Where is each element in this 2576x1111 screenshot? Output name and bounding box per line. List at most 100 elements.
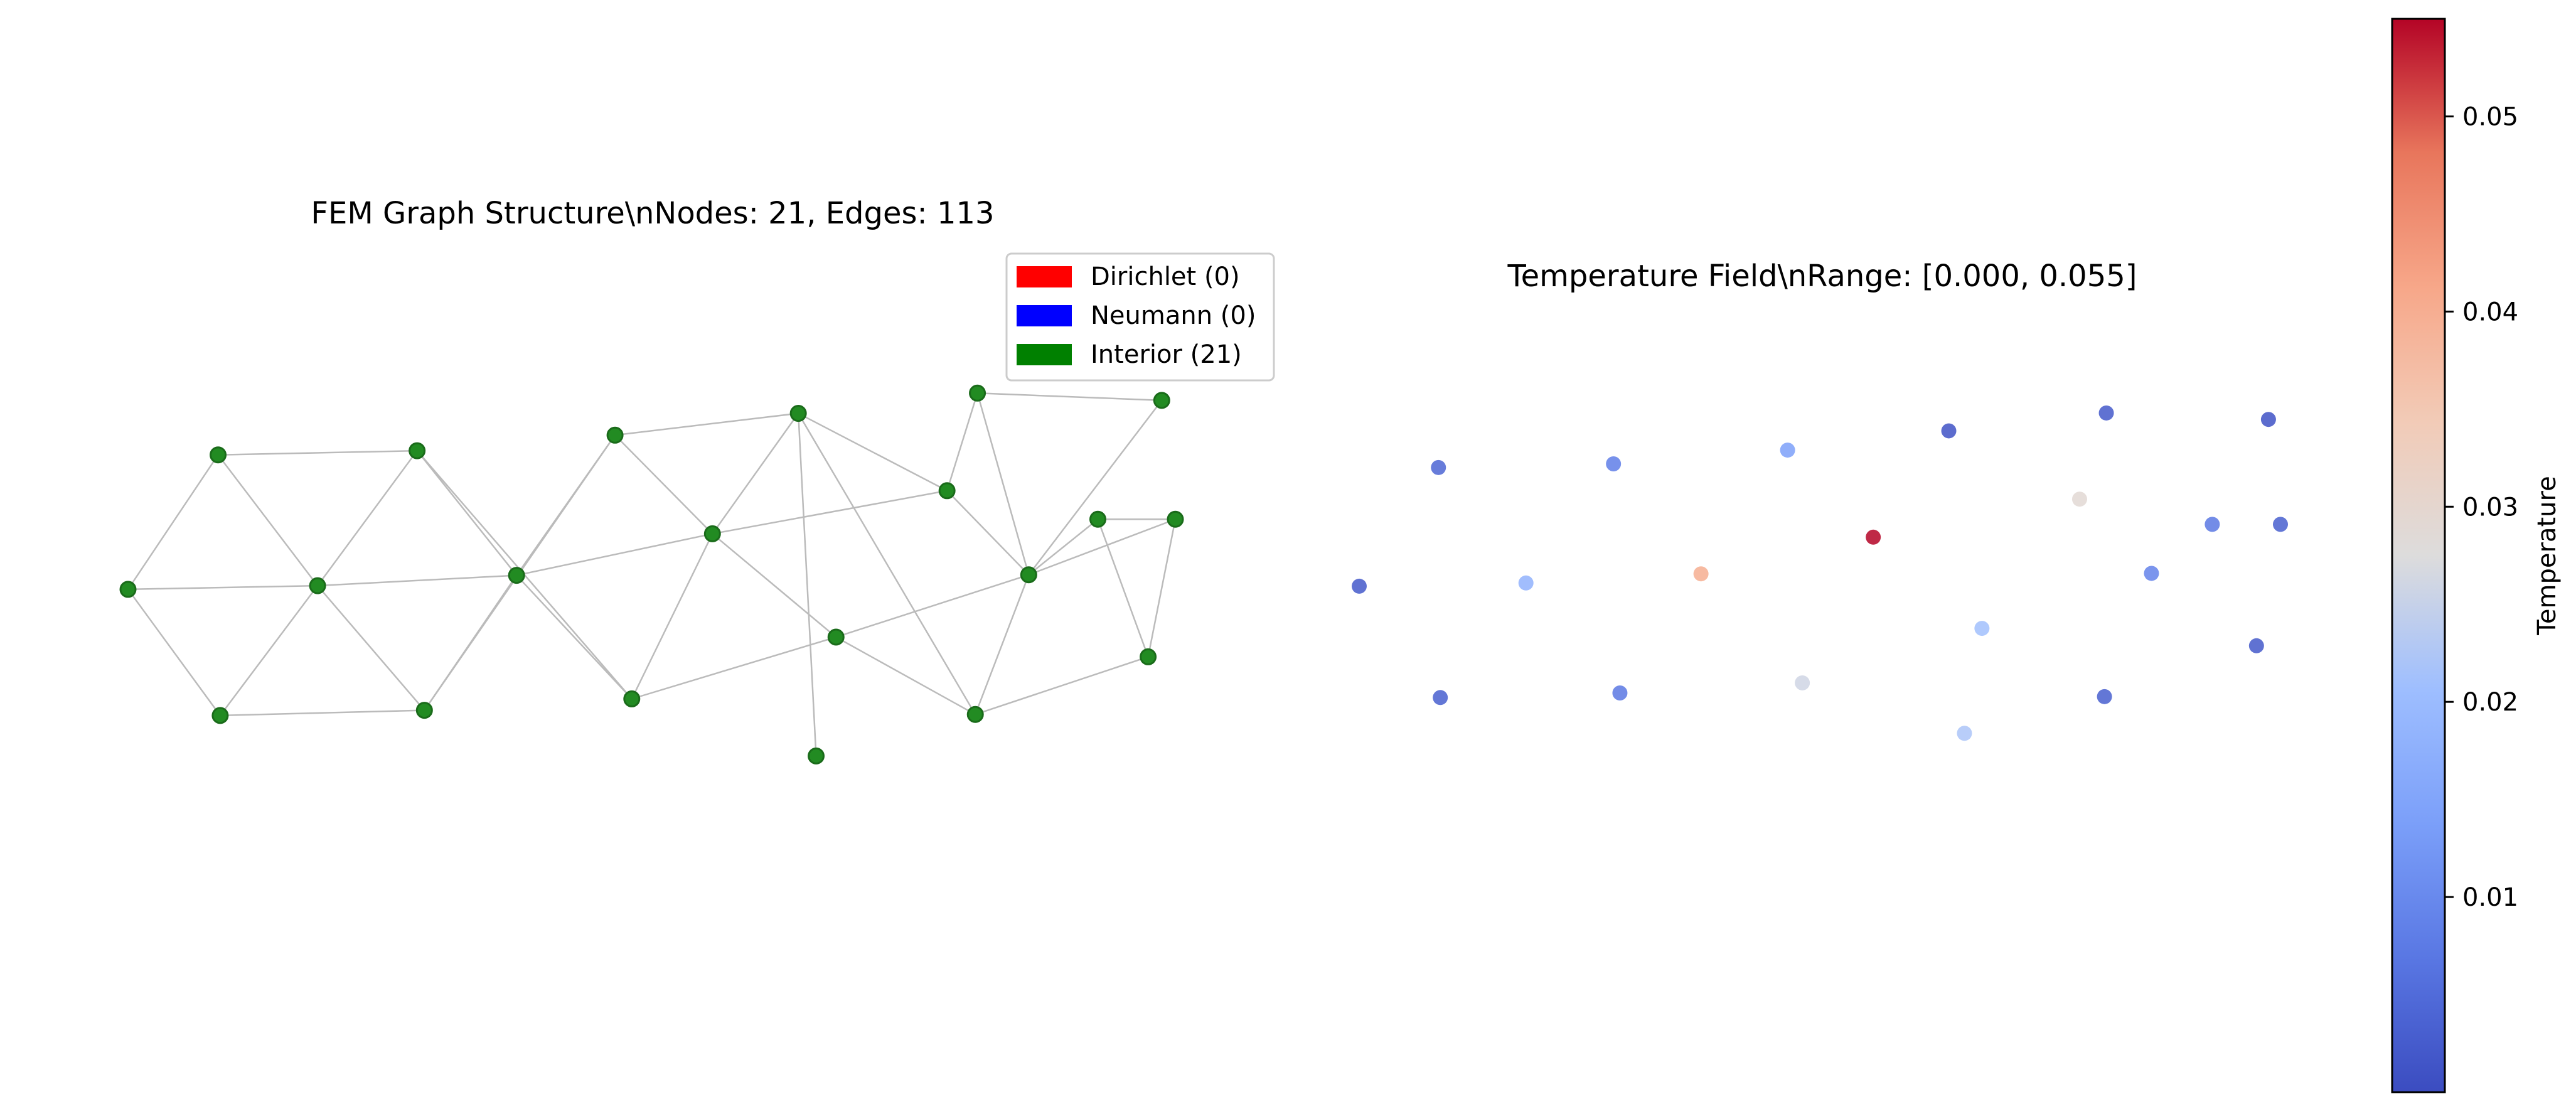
temperature-point — [1974, 621, 1990, 636]
legend-swatch-interior — [1017, 344, 1072, 365]
graph-edge — [416, 450, 518, 576]
legend-frame — [1005, 252, 1275, 382]
temperature-point — [2144, 566, 2159, 581]
legend-entry-interior: Interior (21) — [1017, 340, 1242, 369]
temperature-point — [1433, 690, 1448, 706]
graph-edge — [516, 434, 616, 576]
temperature-point — [1795, 675, 1810, 690]
colorbar-tick-label: 0.03 — [2462, 493, 2518, 522]
temperature-point — [1606, 456, 1622, 471]
colorbar-tick-label: 0.02 — [2462, 688, 2518, 717]
colorbar-tick-label: 0.05 — [2462, 102, 2518, 131]
graph-nodes — [119, 384, 1184, 765]
graph-node — [623, 690, 641, 707]
graph-edge — [797, 413, 817, 756]
fem-graph-title: FEM Graph Structure\nNodes: 21, Edges: 1… — [311, 196, 994, 231]
temperature-point — [1941, 423, 1957, 439]
graph-edges — [127, 392, 1177, 756]
graph-edge — [1028, 518, 1176, 576]
colorbar-tick-label: 0.04 — [2462, 298, 2518, 326]
graph-edge — [127, 589, 221, 716]
legend-entry-dirichlet: Dirichlet (0) — [1017, 262, 1240, 291]
graph-node — [1140, 648, 1157, 665]
graph-edge — [220, 709, 425, 717]
colorbar-label: Temperature — [2533, 476, 2562, 635]
graph-node — [211, 707, 229, 724]
graph-node — [415, 702, 433, 719]
temperature-point — [2260, 412, 2276, 427]
temperature-point — [2097, 689, 2112, 704]
temperature-point — [1612, 685, 1628, 700]
temperature-point — [1693, 566, 1709, 582]
graph-edge — [614, 434, 713, 535]
graph-edge — [835, 636, 976, 716]
graph-node — [703, 525, 721, 542]
graph-node — [969, 384, 986, 402]
graph-edge — [835, 574, 1029, 638]
temperature-point — [2098, 405, 2114, 421]
temperature-point — [1431, 459, 1446, 475]
graph-edge — [712, 533, 837, 638]
graph-edge — [1147, 519, 1177, 657]
legend-entry-neumann: Neumann (0) — [1017, 301, 1256, 330]
colorbar-gradient — [2391, 18, 2446, 1093]
temperature-point — [1866, 529, 1881, 545]
graph-node — [1089, 510, 1106, 528]
graph-edge — [217, 454, 319, 586]
graph-edge — [975, 574, 1030, 715]
graph-edge — [631, 636, 836, 700]
legend-label-neumann: Neumann (0) — [1091, 301, 1256, 330]
graph-edge — [631, 533, 713, 699]
graph-edge — [317, 585, 425, 711]
graph-node — [827, 628, 845, 646]
colorbar-ticks: 0.01 0.02 0.03 0.04 0.05 — [2445, 102, 2518, 912]
graph-node — [210, 446, 227, 464]
graph-edge — [946, 490, 1030, 576]
graph-node — [309, 577, 326, 594]
graph-edge — [798, 412, 948, 491]
graph-node — [1153, 392, 1170, 409]
temperature-title: Temperature Field\nRange: [0.000, 0.055] — [1507, 259, 2137, 294]
fem-graph-panel: FEM Graph Structure\nNodes: 21, Edges: 1… — [119, 196, 1275, 765]
temperature-point — [1957, 726, 1972, 741]
temperature-points — [1352, 405, 2288, 741]
graph-edge — [977, 392, 1162, 402]
graph-edge — [975, 656, 1149, 716]
legend-swatch-neumann — [1017, 305, 1072, 326]
temperature-panel: Temperature Field\nRange: [0.000, 0.055] — [1352, 259, 2288, 741]
graph-node — [508, 567, 525, 584]
graph-edge — [318, 574, 517, 587]
graph-node — [409, 442, 426, 459]
temperature-point — [2071, 491, 2087, 507]
legend: Dirichlet (0) Neumann (0) Interior (21) — [1005, 252, 1275, 382]
graph-edge — [516, 533, 713, 576]
graph-node — [1167, 510, 1184, 528]
graph-edge — [976, 392, 1030, 576]
graph-edge — [1028, 518, 1099, 576]
graph-edge — [516, 574, 633, 700]
graph-edge — [127, 584, 318, 591]
graph-edge — [219, 585, 319, 716]
colorbar-tick-label: 0.01 — [2462, 883, 2518, 912]
graph-node — [789, 405, 807, 422]
temperature-point — [1518, 575, 1534, 591]
graph-edge — [1097, 518, 1149, 657]
graph-edge — [317, 450, 418, 586]
graph-edge — [1028, 400, 1163, 576]
graph-node — [808, 747, 825, 765]
graph-edge — [712, 490, 948, 535]
legend-label-dirichlet: Dirichlet (0) — [1091, 262, 1240, 291]
graph-edge — [614, 412, 799, 436]
graph-edge — [798, 412, 976, 715]
graph-node — [1020, 566, 1037, 584]
graph-edge — [127, 454, 219, 590]
legend-label-interior: Interior (21) — [1091, 340, 1242, 369]
graph-node — [966, 706, 984, 723]
colorbar: 0.01 0.02 0.03 0.04 0.05 Temperature — [2391, 18, 2562, 1093]
graph-edge — [712, 412, 799, 535]
temperature-point — [2248, 638, 2264, 653]
graph-edge — [946, 392, 978, 491]
graph-node — [606, 426, 624, 444]
graph-node — [938, 482, 956, 500]
